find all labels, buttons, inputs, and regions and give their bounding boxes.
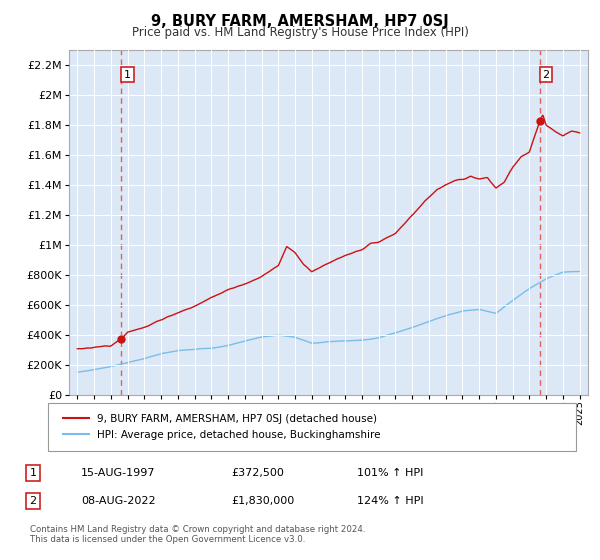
Text: Price paid vs. HM Land Registry's House Price Index (HPI): Price paid vs. HM Land Registry's House … [131,26,469,39]
Legend: 9, BURY FARM, AMERSHAM, HP7 0SJ (detached house), HPI: Average price, detached h: 9, BURY FARM, AMERSHAM, HP7 0SJ (detache… [58,410,385,444]
Text: 2: 2 [542,69,550,80]
Text: 1: 1 [29,468,37,478]
Text: 1: 1 [124,69,131,80]
Text: £372,500: £372,500 [231,468,284,478]
Text: 9, BURY FARM, AMERSHAM, HP7 0SJ: 9, BURY FARM, AMERSHAM, HP7 0SJ [151,14,449,29]
Text: 2: 2 [29,496,37,506]
FancyBboxPatch shape [48,403,576,451]
Text: Contains HM Land Registry data © Crown copyright and database right 2024.
This d: Contains HM Land Registry data © Crown c… [30,525,365,544]
Text: £1,830,000: £1,830,000 [231,496,294,506]
Text: 15-AUG-1997: 15-AUG-1997 [81,468,155,478]
Text: 101% ↑ HPI: 101% ↑ HPI [357,468,424,478]
Text: 08-AUG-2022: 08-AUG-2022 [81,496,155,506]
Text: 124% ↑ HPI: 124% ↑ HPI [357,496,424,506]
